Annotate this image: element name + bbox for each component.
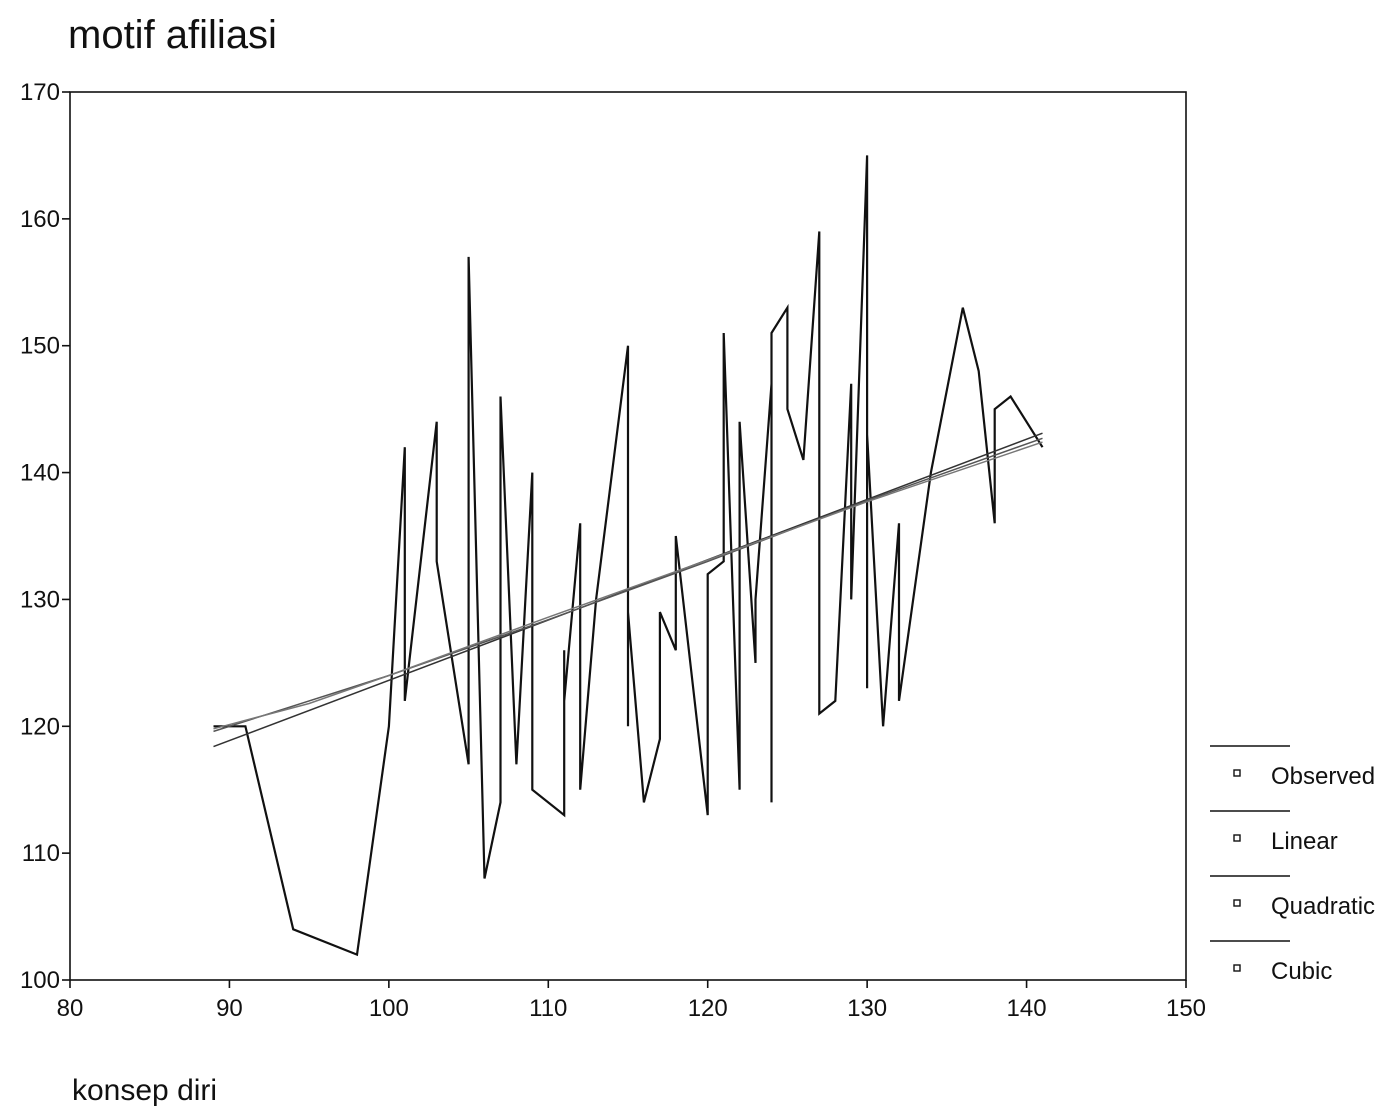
series-line-cubic: [213, 441, 1043, 730]
plot-area: [69, 91, 1187, 981]
series-line-observed: [213, 155, 1044, 957]
y-tick-label: 130: [20, 586, 60, 613]
y-tick-label: 110: [22, 840, 60, 867]
x-tick-label: 110: [529, 995, 567, 1022]
legend-marker: [1233, 834, 1241, 842]
legend-marker: [1233, 769, 1241, 777]
legend: Observed Linear Quadratic Cubic: [1210, 745, 1375, 985]
x-tick-label: 90: [216, 995, 243, 1022]
legend-label-cubic: Cubic: [1271, 958, 1332, 985]
y-axis: 100 110 120 130 140 150 160 170: [20, 79, 70, 994]
legend-marker: [1233, 964, 1241, 972]
chart-title: motif afiliasi: [68, 13, 277, 57]
y-tick-label: 160: [20, 206, 60, 233]
x-tick-label: 120: [688, 995, 728, 1022]
x-tick-label: 130: [847, 995, 887, 1022]
y-tick-label: 170: [20, 79, 60, 106]
series-layer: [213, 155, 1044, 957]
x-axis-label: konsep diri: [72, 1074, 217, 1107]
x-tick-label: 100: [369, 995, 409, 1022]
x-tick-label: 140: [1007, 995, 1047, 1022]
x-tick-label: 150: [1166, 995, 1206, 1022]
series-line-quadratic: [213, 437, 1043, 733]
y-tick-label: 120: [20, 713, 60, 740]
legend-label-quadratic: Quadratic: [1271, 893, 1375, 920]
y-tick-label: 140: [20, 460, 60, 487]
y-tick-label: 150: [20, 333, 60, 360]
legend-marker: [1233, 899, 1241, 907]
y-tick-label: 100: [20, 967, 60, 994]
x-axis: 80 90 100 110 120 130 140 150: [57, 980, 1206, 1022]
plot-frame: [69, 91, 1187, 981]
x-tick-label: 80: [57, 995, 84, 1022]
legend-label-observed: Observed: [1271, 763, 1375, 790]
legend-label-linear: Linear: [1271, 828, 1338, 855]
